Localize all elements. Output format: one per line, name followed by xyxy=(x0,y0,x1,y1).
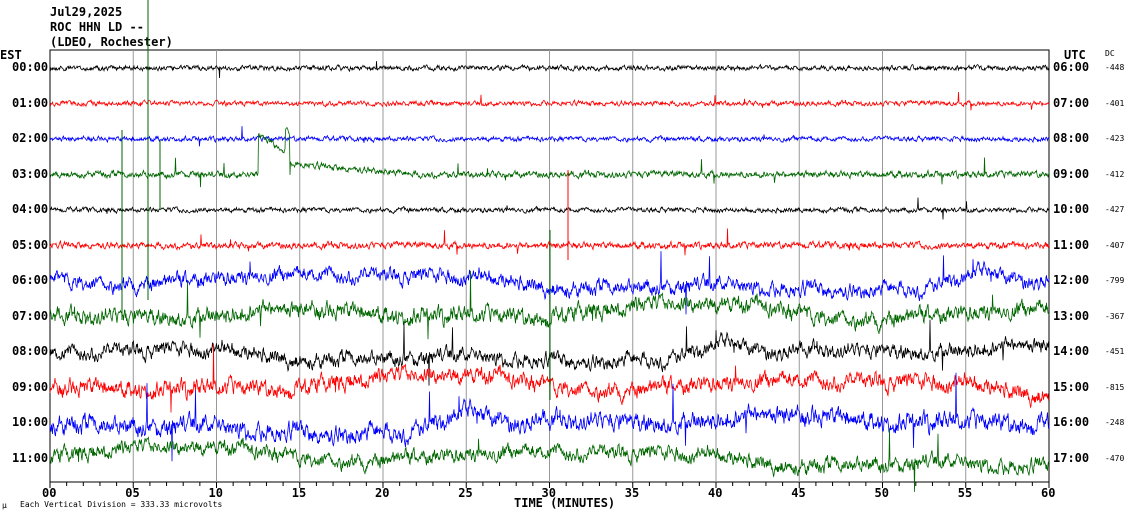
x-tick-label: 05 xyxy=(125,486,140,500)
est-hour-label: 10:00 xyxy=(12,415,49,429)
dc-offset-label: -401 xyxy=(1105,98,1125,108)
trace-1000 xyxy=(49,372,1050,462)
dc-offset-label: -407 xyxy=(1105,240,1125,250)
trace-0200 xyxy=(49,126,1050,147)
est-hour-label: 07:00 xyxy=(12,308,49,323)
network-label: (LDEO, Rochester) xyxy=(50,35,173,49)
trace-0000 xyxy=(49,61,1050,79)
x-tick-label: 30 xyxy=(541,486,556,500)
dc-offset-label: -815 xyxy=(1105,382,1125,392)
x-tick-label: 15 xyxy=(291,486,307,500)
utc-hour-label: 09:00 xyxy=(1053,166,1090,181)
dc-offset-label: -451 xyxy=(1105,347,1125,356)
x-axis-title: TIME (MINUTES) xyxy=(514,496,616,510)
est-hour-label: 09:00 xyxy=(12,379,49,394)
dc-offset-label: -367 xyxy=(1105,311,1125,321)
utc-hour-label: 11:00 xyxy=(1053,237,1090,252)
x-tick-label: 55 xyxy=(957,486,973,500)
est-hour-label: 00:00 xyxy=(12,60,49,74)
dc-offset-label: -470 xyxy=(1105,453,1125,463)
utc-hour-label: 16:00 xyxy=(1053,415,1090,429)
est-hour-label: 06:00 xyxy=(12,273,49,287)
est-axis-title: EST xyxy=(0,48,22,62)
utc-hour-label: 17:00 xyxy=(1053,450,1090,465)
station-label: ROC HHN LD -- xyxy=(50,20,144,34)
x-tick-label: 35 xyxy=(624,486,640,500)
utc-hour-label: 10:00 xyxy=(1053,202,1090,216)
utc-hour-label: 13:00 xyxy=(1053,308,1090,323)
dc-title: DC xyxy=(1105,49,1115,58)
x-tick-label: 45 xyxy=(791,486,806,500)
x-tick-label: 10 xyxy=(208,486,223,500)
date-label: Jul29,2025 xyxy=(50,5,123,19)
x-tick-label: 20 xyxy=(375,486,390,500)
est-hour-label: 03:00 xyxy=(12,166,49,181)
scale-icon: µ xyxy=(2,501,7,510)
utc-hour-label: 06:00 xyxy=(1053,60,1090,74)
est-hour-label: 02:00 xyxy=(12,131,49,145)
dc-offset-label: -248 xyxy=(1105,418,1125,427)
x-tick-label: 60 xyxy=(1041,486,1056,500)
x-tick-label: 25 xyxy=(458,486,473,500)
dc-offset-label: -448 xyxy=(1105,63,1125,72)
est-hour-label: 04:00 xyxy=(12,202,49,216)
utc-hour-label: 14:00 xyxy=(1053,344,1090,358)
x-tick-label: 50 xyxy=(874,486,889,500)
utc-hour-label: 15:00 xyxy=(1053,379,1090,394)
dc-offset-label: -423 xyxy=(1105,134,1125,143)
trace-0100 xyxy=(49,91,1050,111)
trace-0400 xyxy=(49,197,1050,220)
x-tick-label: 40 xyxy=(708,486,723,500)
est-hour-label: 08:00 xyxy=(12,344,49,358)
dc-offset-label: -412 xyxy=(1105,169,1125,179)
est-hour-label: 11:00 xyxy=(12,450,49,465)
dc-offset-label: -427 xyxy=(1105,205,1125,214)
dc-offset-label: -799 xyxy=(1105,276,1125,285)
est-hour-label: 01:00 xyxy=(12,95,49,110)
scale-note: Each Vertical Division = 333.33 microvol… xyxy=(20,500,223,509)
est-hour-label: 05:00 xyxy=(12,237,49,252)
x-tick-label: 00 xyxy=(42,486,57,500)
utc-hour-label: 07:00 xyxy=(1053,95,1090,110)
utc-hour-label: 08:00 xyxy=(1053,131,1090,145)
trace-0300 xyxy=(49,127,1050,188)
trace-1100 xyxy=(49,428,1050,492)
utc-axis-title: UTC xyxy=(1064,48,1086,62)
utc-hour-label: 12:00 xyxy=(1053,273,1090,287)
